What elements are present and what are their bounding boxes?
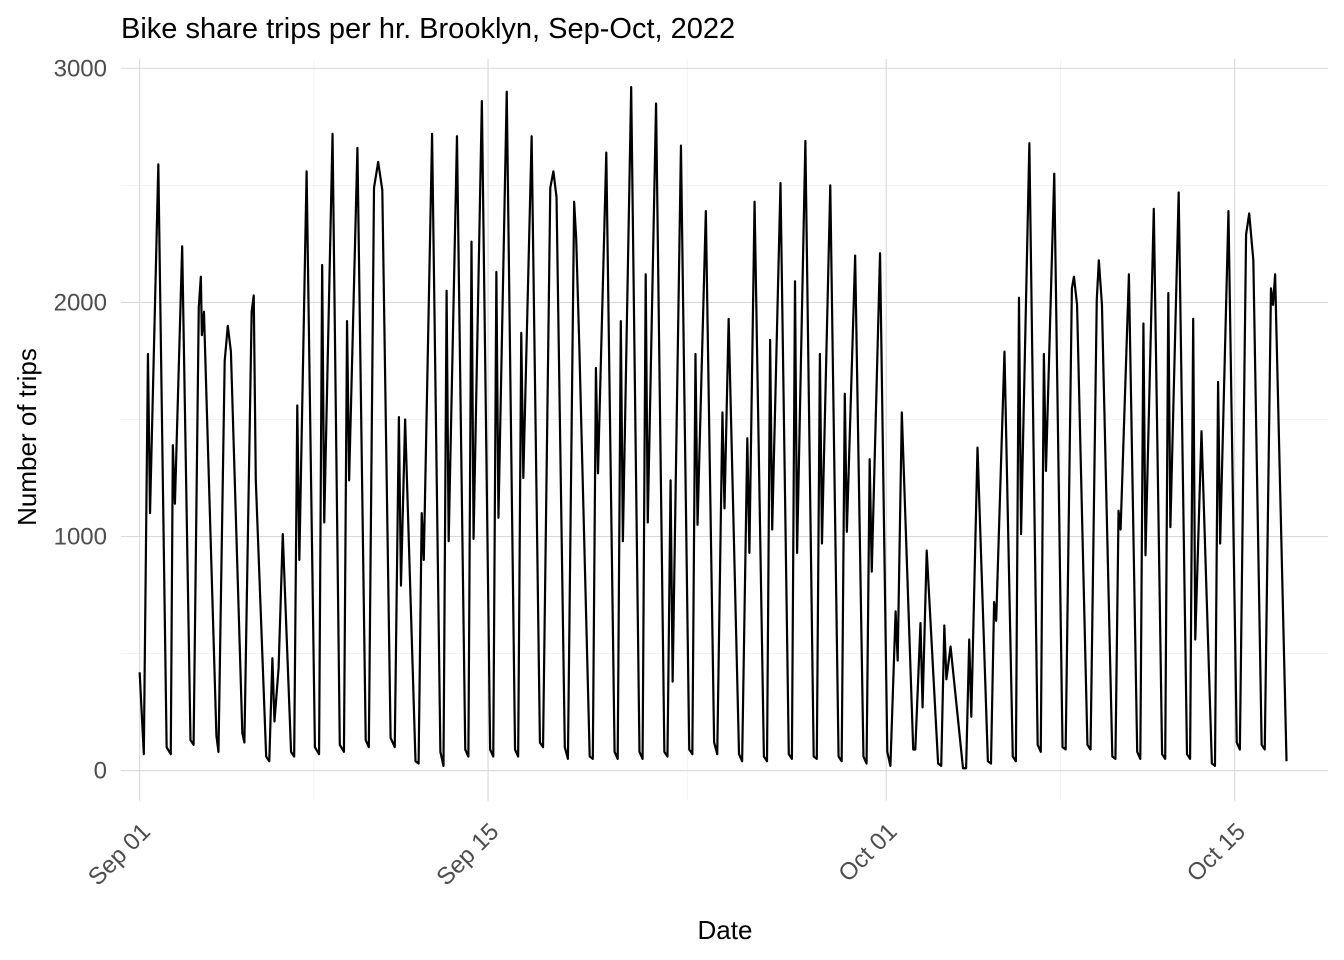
x-tick-label: Oct 15 (1182, 818, 1251, 887)
x-tick-label: Sep 15 (431, 818, 504, 891)
trips-line (138, 85, 1288, 770)
x-tick-label: Oct 01 (833, 818, 902, 887)
x-axis-ticks: Sep 01 Sep 15 Oct 01 Oct 15 (83, 818, 1251, 891)
y-axis-title: Number of trips (12, 348, 42, 526)
y-tick-label: 1000 (54, 524, 107, 551)
y-tick-label: 2000 (54, 289, 107, 316)
y-axis-ticks: 0 1000 2000 3000 (54, 55, 107, 784)
x-axis-title: Date (698, 915, 753, 945)
y-tick-label: 0 (94, 758, 107, 785)
x-tick-label: Sep 01 (83, 818, 156, 891)
chart-title: Bike share trips per hr. Brooklyn, Sep-O… (121, 13, 735, 45)
y-tick-label: 3000 (54, 55, 107, 82)
